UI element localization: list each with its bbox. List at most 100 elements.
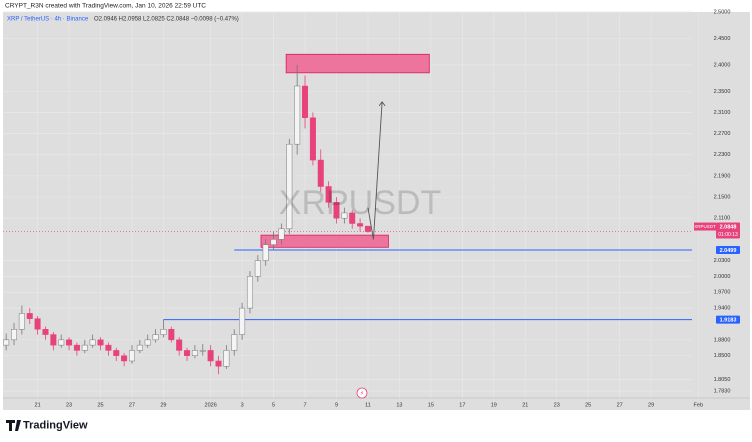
y-tick-label: 1.9700 [714, 290, 731, 296]
y-tick-label: 1.8500 [714, 353, 731, 359]
x-tick-label: 3 [241, 402, 244, 408]
x-tick-label: 15 [428, 402, 434, 408]
x-tick-label: 25 [97, 402, 103, 408]
candle-body [341, 212, 348, 219]
arrow-head [378, 101, 386, 107]
candle-body [128, 350, 135, 362]
candle-body [302, 85, 309, 119]
event-icon[interactable] [356, 387, 368, 399]
y-tick-label: 2.3500 [714, 89, 731, 95]
price-axis [692, 12, 750, 410]
candle-body [105, 344, 112, 351]
candle-body [144, 339, 151, 346]
candle-body [121, 355, 128, 362]
candle-body [176, 339, 183, 351]
candle-body [42, 329, 49, 335]
y-tick-label: 1.7830 [714, 389, 731, 395]
y-tick-label: 2.1500 [714, 195, 731, 201]
candle-body [270, 239, 277, 245]
arrow [367, 101, 383, 240]
plot [3, 11, 699, 398]
candle-body [26, 313, 33, 319]
candle-body [207, 350, 214, 362]
candle-body [152, 334, 159, 341]
symbol-title: XRP / TetherUS · 4h · Binance [7, 17, 89, 23]
event-icon-glyph: ⚡ [360, 390, 364, 397]
price-tag-label: 2.0499 [720, 248, 737, 254]
last-price-label: 2.0848 [720, 224, 737, 230]
x-tick-label: 23 [66, 402, 72, 408]
candle-body [160, 329, 167, 335]
candle-body [309, 117, 316, 161]
x-tick-label: 11 [365, 402, 371, 408]
y-tick-label: 2.1100 [714, 216, 730, 222]
candle-body [34, 318, 41, 330]
candle-body [325, 186, 332, 203]
candle-body [262, 244, 269, 261]
y-tick-label: 2.0300 [714, 258, 731, 264]
y-tick-label: 1.8800 [714, 337, 731, 343]
zone [285, 53, 430, 74]
x-tick-label: 2026 [205, 402, 217, 408]
candle-body [3, 339, 10, 346]
x-tick-label: 19 [491, 402, 497, 408]
y-tick-label: 1.8050 [714, 377, 731, 383]
x-tick-label: 21 [522, 402, 528, 408]
candle-body [333, 202, 340, 219]
candle-body [136, 344, 143, 351]
candle-body [168, 329, 175, 341]
plot-area [3, 12, 692, 410]
x-tick-label: 21 [35, 402, 41, 408]
brand: TradingView [23, 419, 88, 431]
last-price-tag [716, 222, 740, 239]
candle-body [278, 228, 285, 240]
x-tick-label: 25 [585, 402, 591, 408]
footer [0, 414, 752, 437]
logo [6, 420, 21, 431]
x-tick-label: 23 [554, 402, 560, 408]
candle-body [215, 360, 222, 367]
y-tick-label: 2.2300 [714, 152, 731, 158]
candle-body [246, 276, 253, 309]
candle-body [113, 350, 120, 356]
price-tag-label: 1.9183 [720, 318, 737, 324]
candle-body [239, 307, 246, 335]
x-tick-label: 27 [617, 402, 623, 408]
price-tag [716, 245, 740, 254]
candle-body [89, 339, 96, 346]
candle-body [317, 159, 324, 187]
candle-body [364, 225, 371, 232]
y-tick-label: 1.9400 [714, 306, 731, 312]
candle-body [357, 223, 364, 227]
candle-body [191, 350, 198, 356]
candle-body [58, 339, 65, 346]
symbol-tag-label: XRPUSDT [694, 224, 716, 229]
x-tick-label: 9 [335, 402, 338, 408]
candle-body [18, 313, 25, 330]
y-tick-label: 2.1900 [714, 173, 731, 179]
candle-body [81, 344, 88, 351]
candle-body [73, 344, 80, 351]
y-tick-label: 2.0000 [714, 274, 731, 280]
candle-body [184, 350, 191, 356]
y-tick-label: 2.2700 [714, 131, 731, 137]
symbol-tag [694, 222, 716, 231]
candle-body [199, 350, 206, 352]
x-tick-label: Feb [694, 402, 703, 408]
x-tick-label: 27 [129, 402, 135, 408]
x-tick-label: 5 [272, 402, 275, 408]
candle-body [97, 339, 104, 346]
candle-body [11, 329, 18, 341]
x-tick-label: 7 [303, 402, 306, 408]
candle-body [223, 350, 230, 367]
candle-body [286, 143, 293, 230]
zone [260, 234, 389, 248]
candle-body [294, 85, 301, 145]
y-tick-label: 2.5000 [714, 9, 731, 15]
y-tick-label: 2.3100 [714, 110, 731, 116]
x-tick-label: 29 [160, 402, 166, 408]
candle-body [349, 212, 356, 224]
countdown: 01:00:13 [718, 232, 738, 238]
